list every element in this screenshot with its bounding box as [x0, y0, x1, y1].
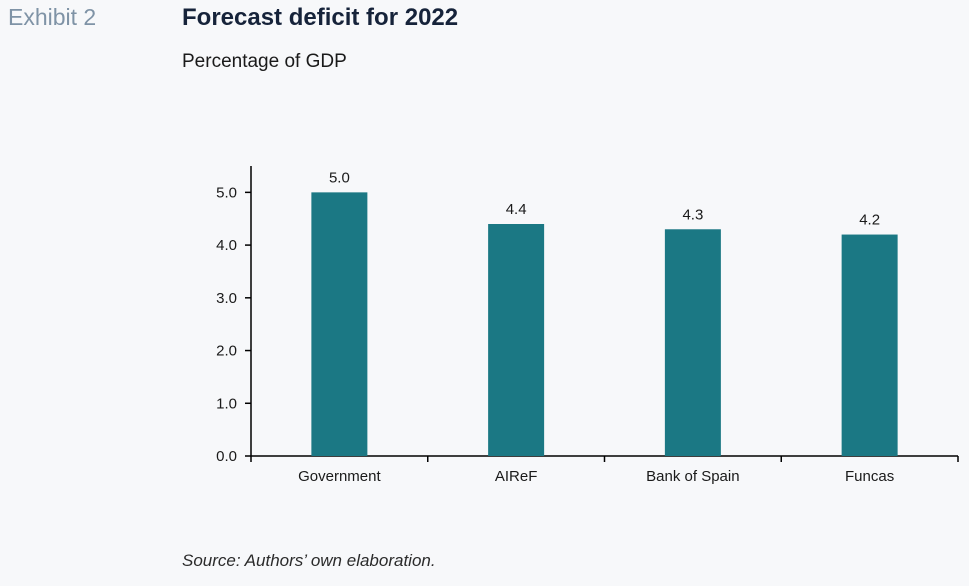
data-label: 4.3	[682, 206, 703, 223]
y-tick-label: 5.0	[216, 184, 237, 201]
source-note: Source: Authors’ own elaboration.	[182, 551, 436, 570]
data-label: 5.0	[329, 169, 350, 186]
x-tick-label: AIReF	[495, 468, 538, 485]
y-tick-label: 1.0	[216, 395, 237, 412]
bar	[488, 224, 545, 456]
y-tick-label: 4.0	[216, 237, 237, 254]
bar	[311, 192, 368, 456]
y-tick-label: 3.0	[216, 290, 237, 307]
chart-subtitle: Percentage of GDP	[182, 51, 347, 72]
chart-title: Forecast deficit for 2022	[182, 4, 459, 31]
x-tick-label: Government	[298, 468, 381, 485]
y-tick-label: 2.0	[216, 343, 237, 360]
x-tick-label: Funcas	[845, 468, 894, 485]
x-tick-label: Bank of Spain	[646, 468, 739, 485]
exhibit-label: Exhibit 2	[8, 4, 97, 30]
bar	[841, 234, 898, 456]
y-tick-label: 0.0	[216, 448, 237, 465]
data-label: 4.2	[859, 212, 880, 229]
bar	[664, 229, 721, 456]
data-label: 4.4	[506, 201, 527, 218]
